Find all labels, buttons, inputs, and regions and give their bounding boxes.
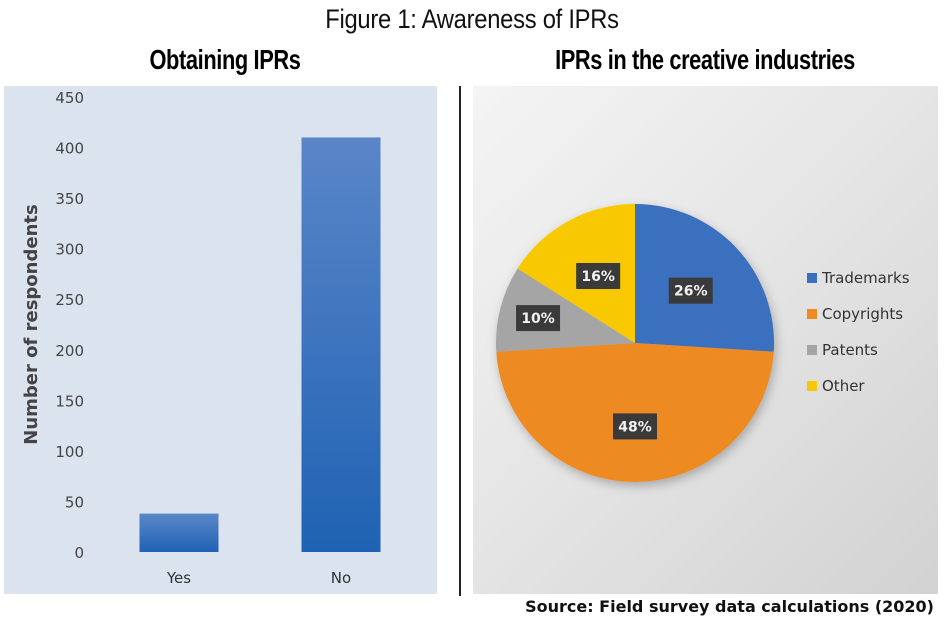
y-tick-label: 250 (55, 291, 84, 309)
y-tick-label: 350 (55, 190, 84, 208)
y-tick-label: 300 (55, 241, 84, 259)
bar-chart-panel: 0 50 100 150 200 250 300 350 400 450 Number of res… (4, 86, 437, 594)
y-tick-label: 200 (55, 342, 84, 360)
legend-swatch-copyrights (807, 309, 817, 319)
data-label: 26% (674, 284, 708, 300)
y-tick-label: 50 (65, 493, 84, 511)
x-tick-label: No (331, 569, 351, 587)
legend-swatch-trademarks (807, 273, 817, 283)
bar-no (301, 137, 381, 552)
pie-slice-copyrights (496, 343, 774, 483)
y-tick-label: 0 (74, 544, 84, 562)
data-label: 16% (581, 269, 615, 285)
data-label-box (668, 277, 713, 304)
legend-label: Copyrights (822, 305, 903, 323)
divider (459, 86, 461, 596)
data-label: 48% (618, 419, 652, 435)
pie-chart-panel: 26% 48% 10% 16% Trademarks Copyrights Patents O… (473, 86, 938, 594)
legend-swatch-patents (807, 345, 817, 355)
y-tick-label: 100 (55, 443, 84, 461)
legend-label: Patents (822, 341, 878, 359)
figure-title: Figure 1: Awareness of IPRs (325, 4, 619, 34)
y-tick-label: 450 (55, 89, 84, 107)
bar-chart: 0 50 100 150 200 250 300 350 400 450 Number of res… (21, 89, 381, 587)
bar-chart-title: Obtaining IPRs (149, 44, 301, 75)
legend-label: Trademarks (821, 269, 910, 287)
data-label-box (516, 305, 561, 332)
data-label-box (576, 263, 621, 290)
x-tick-label: Yes (166, 569, 191, 587)
y-axis-label: Number of respondents (21, 204, 42, 444)
data-label-box (613, 413, 657, 440)
legend-swatch-other (807, 381, 817, 391)
pie-chart-title: IPRs in the creative industries (555, 44, 855, 75)
source-caption: Source: Field survey data calculations (… (525, 597, 934, 616)
data-label: 10% (521, 311, 555, 327)
pie-chart: 26% 48% 10% 16% Trademarks Copyrights Patents O… (496, 204, 910, 483)
y-tick-label: 150 (55, 392, 84, 410)
bar-yes (139, 513, 219, 552)
legend-label: Other (822, 377, 865, 395)
y-tick-label: 400 (55, 140, 84, 158)
